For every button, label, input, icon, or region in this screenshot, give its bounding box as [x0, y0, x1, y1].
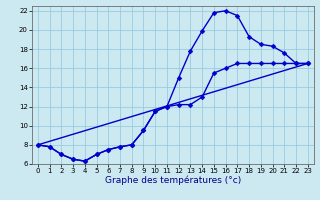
X-axis label: Graphe des températures (°c): Graphe des températures (°c) — [105, 176, 241, 185]
